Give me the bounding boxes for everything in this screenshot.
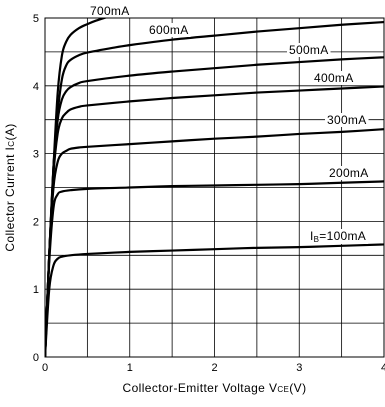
- y-tick-label: 3: [33, 149, 39, 161]
- curve-label: 300mA: [327, 113, 367, 127]
- curve-label: IB=100mA: [310, 229, 366, 244]
- x-tick-label: 0: [42, 362, 48, 374]
- y-tick-label: 4: [33, 81, 39, 93]
- curve-label: 500mA: [289, 43, 329, 57]
- y-tick-label: 0: [33, 352, 39, 364]
- y-tick-label: 1: [33, 284, 39, 296]
- x-tick-label: 2: [211, 362, 217, 374]
- y-tick-label: 2: [33, 216, 39, 228]
- curve-label: 400mA: [314, 71, 354, 85]
- x-tick-label: 4: [381, 362, 385, 374]
- curve-label: 700mA: [90, 4, 130, 18]
- x-tick-label: 3: [296, 362, 302, 374]
- curve-labels: 700mA 600mA 500mA 400mA 300mA 200mA IB=100mA: [88, 4, 371, 244]
- y-axis-title: Collector Current IC(A): [3, 123, 17, 251]
- x-axis-title: Collector-Emitter Voltage VCE(V): [123, 381, 307, 395]
- tick-labels: 0 1 2 3 4 0 1 2 3 4 5: [33, 13, 385, 374]
- curve-label: 200mA: [329, 166, 369, 180]
- curve-label: 600mA: [149, 23, 189, 37]
- x-tick-label: 1: [127, 362, 133, 374]
- y-tick-label: 5: [33, 13, 39, 25]
